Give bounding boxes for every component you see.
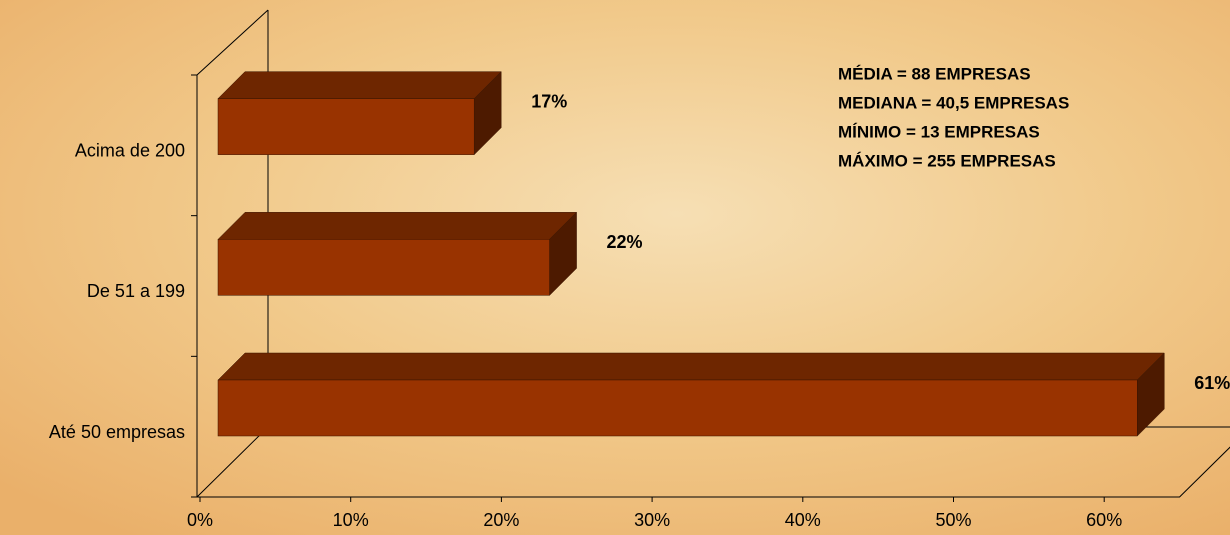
- value-label: 22%: [607, 232, 643, 252]
- x-tick-label: 40%: [785, 510, 821, 530]
- bar: [217, 98, 475, 155]
- x-tick-label: 30%: [634, 510, 670, 530]
- annotation: MÍNIMO = 13 EMPRESAS: [838, 122, 1040, 141]
- value-label: 61%: [1194, 373, 1230, 393]
- bar-top: [217, 352, 1165, 381]
- bar: [217, 379, 1138, 437]
- annotation: MEDIANA = 40,5 EMPRESAS: [838, 93, 1069, 112]
- floor-edge: [197, 446, 1230, 498]
- annotation: MÉDIA = 88 EMPRESAS: [838, 64, 1031, 83]
- y-tick-label: Acima de 200: [75, 140, 185, 160]
- bar: [217, 239, 550, 296]
- x-tick-label: 0%: [187, 510, 213, 530]
- x-tick-label: 60%: [1086, 510, 1122, 530]
- x-tick-label: 50%: [935, 510, 971, 530]
- annotation: MÁXIMO = 255 EMPRESAS: [838, 151, 1056, 170]
- y-tick-label: Até 50 empresas: [49, 422, 185, 442]
- x-tick-label: 20%: [483, 510, 519, 530]
- value-label: 17%: [531, 91, 567, 111]
- bar-top: [217, 212, 578, 240]
- bar-top: [217, 71, 502, 99]
- x-tick-label: 10%: [333, 510, 369, 530]
- y-tick-label: De 51 a 199: [87, 281, 185, 301]
